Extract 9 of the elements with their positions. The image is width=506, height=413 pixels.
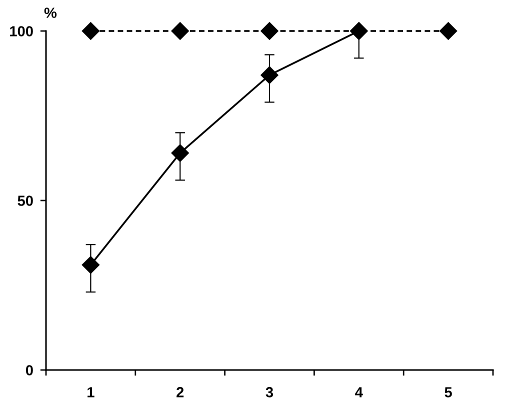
- x-tick-label: 1: [88, 387, 94, 398]
- y-tick-label: 50: [18, 196, 33, 206]
- y-axis-title: %: [44, 8, 57, 18]
- x-tick-label: 5: [444, 387, 452, 398]
- x-tick-label: 2: [176, 387, 184, 398]
- y-tick-label: 100: [10, 26, 33, 36]
- x-tick-label: 4: [355, 387, 363, 398]
- y-tick-label: 0: [26, 365, 33, 376]
- x-tick-label: 3: [266, 387, 274, 398]
